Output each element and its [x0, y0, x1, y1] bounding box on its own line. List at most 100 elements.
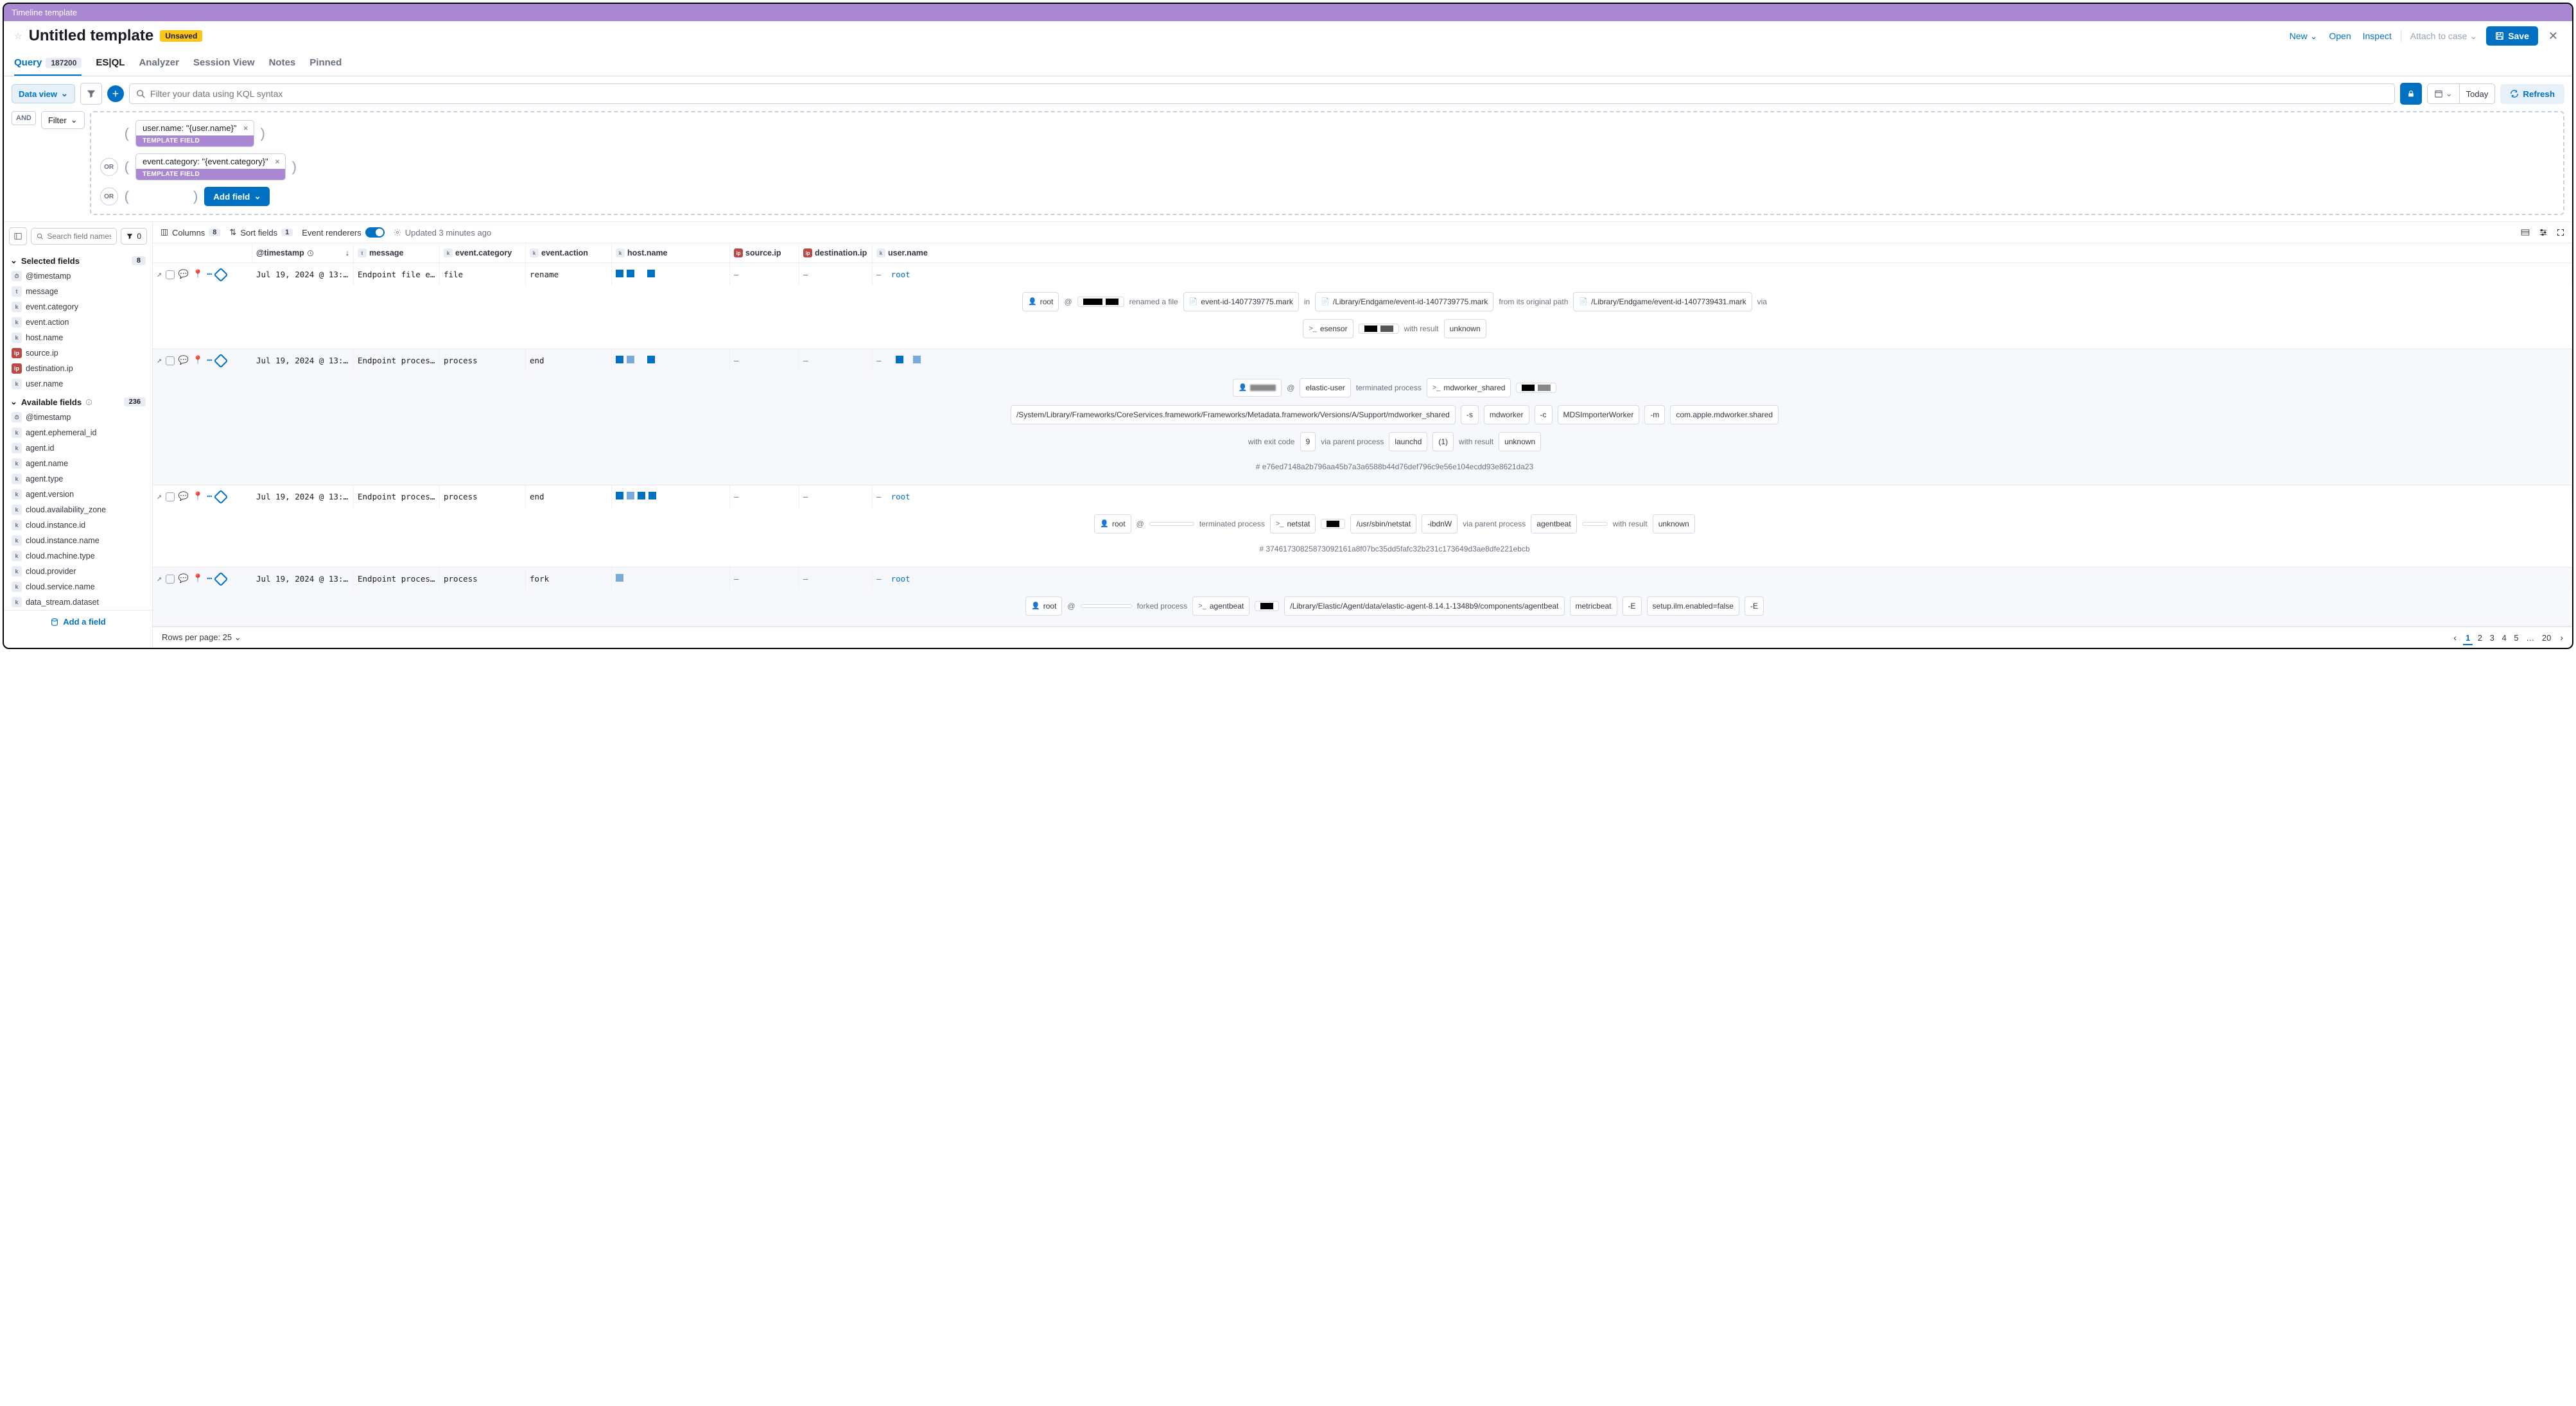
expand-icon[interactable]: ↗: [157, 270, 162, 279]
display-options-icon[interactable]: [2521, 229, 2530, 236]
field-item[interactable]: kuser.name: [8, 376, 148, 392]
field-item[interactable]: kcloud.instance.name: [8, 533, 148, 548]
sidebar-toggle-icon[interactable]: [9, 227, 27, 245]
columns-button[interactable]: Columns8: [161, 228, 220, 238]
path-chip[interactable]: /usr/sbin/netstat: [1350, 514, 1416, 534]
lock-button[interactable]: [2400, 83, 2422, 105]
arg-chip[interactable]: -s: [1461, 405, 1479, 424]
col-category[interactable]: kevent.category: [440, 243, 526, 263]
field-item[interactable]: kcloud.machine.type: [8, 548, 148, 564]
open-button[interactable]: Open: [2326, 27, 2353, 45]
col-message[interactable]: tmessage: [354, 243, 440, 263]
page-20[interactable]: 20: [2539, 632, 2554, 644]
template-chip-category[interactable]: event.category: "{event.category}"× TEMP…: [135, 153, 286, 180]
more-icon[interactable]: ⋯: [207, 356, 212, 365]
prev-page[interactable]: ‹: [2453, 632, 2457, 643]
result-chip[interactable]: unknown: [1444, 319, 1486, 338]
kql-search[interactable]: [129, 83, 2395, 104]
field-filter[interactable]: 0: [121, 228, 147, 245]
field-search-input[interactable]: [47, 232, 111, 241]
attach-to-case-button[interactable]: Attach to case ⌄: [2408, 27, 2480, 46]
result-chip[interactable]: unknown: [1653, 514, 1695, 534]
row-checkbox[interactable]: [166, 356, 175, 365]
page-3[interactable]: 3: [2487, 632, 2497, 644]
date-picker[interactable]: ⌄ Today: [2427, 83, 2496, 104]
arg-chip[interactable]: -m: [1644, 405, 1665, 424]
col-timestamp[interactable]: @timestamp ↓: [252, 243, 354, 263]
col-destip[interactable]: ipdestination.ip: [799, 243, 873, 263]
parent-arg-chip[interactable]: (1): [1432, 432, 1454, 451]
pin-icon[interactable]: 📍: [193, 356, 203, 365]
user-link[interactable]: root: [891, 492, 910, 501]
tab-session-view[interactable]: Session View: [193, 51, 255, 76]
field-item[interactable]: kcloud.service.name: [8, 579, 148, 595]
more-icon[interactable]: ⋯: [207, 270, 212, 279]
notes-icon[interactable]: 💬: [178, 356, 189, 365]
filter-dropdown[interactable]: Filter ⌄: [41, 111, 85, 129]
exit-chip[interactable]: 9: [1300, 432, 1316, 451]
kql-input[interactable]: [150, 89, 2388, 99]
next-page[interactable]: ›: [2560, 632, 2563, 643]
process-chip[interactable]: >_esensor: [1303, 319, 1353, 338]
tab-analyzer[interactable]: Analyzer: [139, 51, 179, 76]
actor-chip[interactable]: 👤root: [1094, 514, 1131, 534]
tab-query[interactable]: Query187200: [14, 51, 82, 76]
arg-chip[interactable]: -c: [1535, 405, 1553, 424]
add-field-button[interactable]: Add field ⌄: [204, 187, 270, 206]
field-item[interactable]: kagent.type: [8, 471, 148, 487]
template-chip-username[interactable]: user.name: "{user.name}"× TEMPLATE FIELD: [135, 120, 254, 147]
host-chip[interactable]: [1081, 604, 1132, 608]
path-chip[interactable]: 📄/Library/Endgame/event-id-1407739775.ma…: [1315, 292, 1493, 311]
expand-icon[interactable]: ↗: [157, 356, 162, 365]
field-item[interactable]: ⏱@timestamp: [8, 410, 148, 425]
refresh-button[interactable]: Refresh: [2500, 84, 2564, 104]
expand-icon[interactable]: ↗: [157, 492, 162, 501]
row-checkbox[interactable]: [166, 492, 175, 501]
user-link[interactable]: root: [891, 574, 910, 584]
process-chip[interactable]: >_agentbeat: [1192, 596, 1249, 616]
tab-notes[interactable]: Notes: [269, 51, 296, 76]
dataview-selector[interactable]: Data view ⌄: [12, 84, 75, 103]
arg-chip[interactable]: -E: [1745, 596, 1764, 616]
fullscreen-icon[interactable]: [2557, 229, 2564, 236]
toggle-on[interactable]: [365, 227, 385, 238]
arg-chip[interactable]: metricbeat: [1570, 596, 1617, 616]
path-chip[interactable]: /System/Library/Frameworks/CoreServices.…: [1011, 405, 1456, 424]
col-sourceip[interactable]: ipsource.ip: [730, 243, 799, 263]
result-chip[interactable]: unknown: [1499, 432, 1541, 451]
page-5[interactable]: 5: [2511, 632, 2521, 644]
tab-pinned[interactable]: Pinned: [309, 51, 342, 76]
path-chip[interactable]: /Library/Elastic/Agent/data/elastic-agen…: [1284, 596, 1564, 616]
pin-icon[interactable]: 📍: [193, 270, 203, 279]
pin-icon[interactable]: 📍: [193, 492, 203, 501]
row-checkbox[interactable]: [166, 270, 175, 279]
row-checkbox[interactable]: [166, 575, 175, 584]
field-item[interactable]: kagent.ephemeral_id: [8, 425, 148, 440]
field-item[interactable]: kevent.action: [8, 315, 148, 330]
page-…[interactable]: …: [2523, 632, 2537, 644]
field-item[interactable]: tmessage: [8, 284, 148, 299]
field-item[interactable]: kevent.category: [8, 299, 148, 315]
field-item[interactable]: kagent.id: [8, 440, 148, 456]
col-host[interactable]: khost.name: [612, 243, 730, 263]
field-item[interactable]: ipsource.ip: [8, 345, 148, 361]
tab-esql[interactable]: ES|QL: [96, 51, 125, 76]
rows-per-page[interactable]: Rows per page: 25 ⌄: [162, 632, 241, 643]
arg-chip[interactable]: com.apple.mdworker.shared: [1670, 405, 1779, 424]
remove-chip-icon[interactable]: ×: [243, 123, 248, 133]
parent-chip[interactable]: agentbeat: [1531, 514, 1576, 534]
new-button[interactable]: New ⌄: [2287, 27, 2320, 46]
expand-icon[interactable]: ↗: [157, 574, 162, 584]
user-link[interactable]: root: [891, 270, 910, 279]
page-1[interactable]: 1: [2463, 632, 2473, 645]
field-search[interactable]: [31, 228, 117, 245]
page-2[interactable]: 2: [2475, 632, 2485, 644]
actor-chip[interactable]: 👤root: [1025, 596, 1062, 616]
parent-chip[interactable]: launchd: [1389, 432, 1427, 451]
host-chip[interactable]: [1149, 522, 1194, 526]
inspect-button[interactable]: Inspect: [2360, 27, 2394, 45]
actor-chip[interactable]: 👤root: [1022, 292, 1059, 311]
available-fields-header[interactable]: ⌄ Available fields 236: [4, 392, 152, 410]
filter-icon-button[interactable]: [80, 83, 102, 105]
arg-chip[interactable]: mdworker: [1484, 405, 1529, 424]
